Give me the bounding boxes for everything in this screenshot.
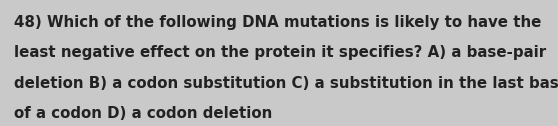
- Text: least negative effect on the protein it specifies? A) a base-pair: least negative effect on the protein it …: [14, 45, 546, 60]
- Text: 48) Which of the following DNA mutations is likely to have the: 48) Which of the following DNA mutations…: [14, 15, 541, 30]
- Text: deletion B) a codon substitution C) a substitution in the last base: deletion B) a codon substitution C) a su…: [14, 76, 558, 91]
- Text: of a codon D) a codon deletion: of a codon D) a codon deletion: [14, 106, 272, 121]
